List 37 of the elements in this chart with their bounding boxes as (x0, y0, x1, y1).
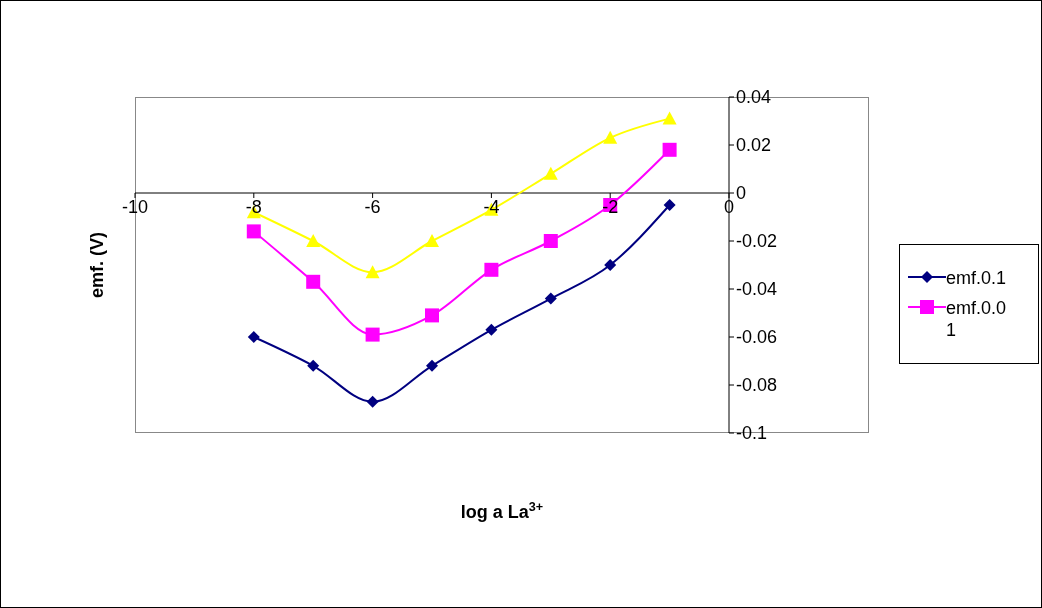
x-tick-label: -8 (245, 197, 262, 217)
point (543, 234, 558, 248)
point (365, 265, 380, 279)
point (544, 292, 557, 305)
point (603, 130, 618, 144)
point (425, 308, 439, 323)
y-axis-title: emf. (V) (87, 231, 107, 299)
point (425, 234, 439, 247)
point (484, 262, 499, 277)
point (662, 142, 677, 157)
legend-label: emf.0.1 (946, 267, 1008, 289)
point (366, 395, 379, 408)
y-tick-label: -0.1 (736, 423, 768, 444)
point (306, 234, 321, 247)
point (307, 359, 320, 372)
point (306, 274, 321, 289)
y-tick-label: 0.04 (736, 87, 772, 108)
y-tick-label: -0.04 (736, 279, 778, 300)
x-tick-label: -6 (364, 197, 381, 217)
x-tick-label: -10 (121, 197, 149, 217)
y-tick-label: -0.08 (736, 375, 778, 396)
point (662, 111, 677, 125)
x-tick-label: 0 (723, 197, 735, 217)
point (485, 323, 498, 336)
point (543, 166, 558, 180)
point (663, 199, 676, 211)
y-tick-label: 0.02 (736, 135, 772, 156)
y-tick-label: 0 (736, 183, 747, 204)
point (604, 259, 617, 271)
x-axis-title: log a La$^{3+}$ (460, 500, 544, 522)
y-tick-label: -0.06 (736, 327, 778, 348)
point (426, 359, 438, 372)
point (365, 327, 380, 342)
y-tick-label: -0.02 (736, 231, 778, 252)
point (246, 224, 261, 239)
legend-label: emf.0.01 (946, 297, 1008, 341)
point (247, 331, 260, 343)
